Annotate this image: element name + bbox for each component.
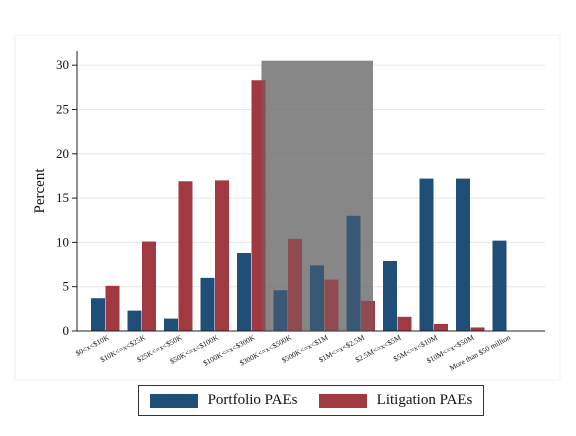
legend-label-portfolio: Portfolio PAEs <box>207 392 298 408</box>
bar-litigation-3 <box>215 180 229 331</box>
y-tick-label: 5 <box>63 279 70 294</box>
bar-portfolio-10 <box>456 178 470 331</box>
bar-portfolio-3 <box>200 277 215 331</box>
y-tick-label: 20 <box>56 146 69 161</box>
bar-portfolio-6 <box>310 265 324 331</box>
bar-litigation-7 <box>361 300 375 331</box>
bar-portfolio-5 <box>273 290 288 331</box>
y-axis-label: Percent <box>32 168 48 214</box>
bar-litigation-1 <box>142 241 156 331</box>
bar-litigation-5 <box>288 238 302 331</box>
bars <box>91 80 507 331</box>
bar-litigation-8 <box>397 316 412 331</box>
y-tick-label: 25 <box>56 101 69 116</box>
legend-item-litigation: Litigation PAEs <box>318 392 473 409</box>
bar-portfolio-4 <box>237 253 251 331</box>
legend: Portfolio PAEs Litigation PAEs <box>138 385 484 416</box>
bar-litigation-10 <box>470 327 485 331</box>
y-tick-label: 10 <box>56 234 69 249</box>
bar-litigation-9 <box>434 323 448 331</box>
bar-litigation-0 <box>105 285 120 331</box>
legend-swatch-portfolio <box>149 393 198 408</box>
bar-portfolio-8 <box>383 261 397 331</box>
bar-portfolio-9 <box>419 178 434 331</box>
highlight-band-overlay <box>261 60 373 332</box>
bar-portfolio-1 <box>127 310 142 331</box>
bar-litigation-2 <box>178 181 193 331</box>
bar-litigation-4 <box>251 80 266 331</box>
bar-portfolio-2 <box>164 318 178 331</box>
bar-portfolio-11 <box>492 240 507 331</box>
y-tick-label: 0 <box>63 323 70 338</box>
bar-portfolio-0 <box>91 298 105 331</box>
legend-swatch-litigation <box>318 393 367 408</box>
bar-litigation-6 <box>324 279 339 331</box>
legend-item-portfolio: Portfolio PAEs <box>149 392 298 409</box>
y-tick-label: 15 <box>56 190 69 205</box>
y-tick-label: 30 <box>56 57 69 72</box>
bar-portfolio-7 <box>346 215 361 331</box>
legend-label-litigation: Litigation PAEs <box>376 392 473 408</box>
